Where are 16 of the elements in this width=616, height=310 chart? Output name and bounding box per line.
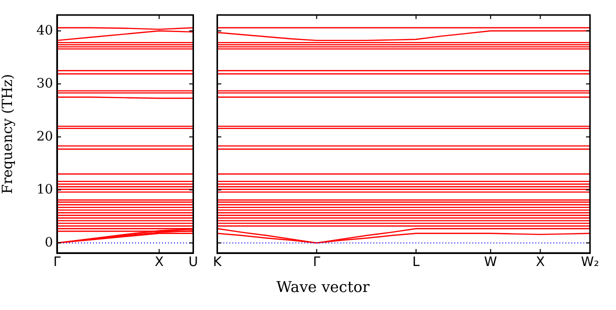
x-tick-label: Γ: [53, 255, 62, 270]
x-tick-label: X: [536, 255, 545, 270]
x-tick-label: Γ: [313, 255, 322, 270]
x-tick-label: K: [212, 255, 222, 270]
y-tick-label: 20: [36, 129, 53, 144]
x-tick-label: L: [412, 255, 420, 270]
y-tick-label: 10: [36, 182, 53, 198]
x-tick-label: W: [484, 255, 498, 270]
y-tick-label: 40: [36, 23, 53, 38]
y-axis-title: Frequency (THz): [0, 74, 16, 194]
y-tick-label: 0: [44, 235, 53, 250]
x-tick-label: X: [154, 255, 164, 270]
x-axis-title: Wave vector: [275, 278, 371, 296]
y-tick-label: 30: [36, 76, 53, 92]
x-tick-label: U: [188, 255, 198, 270]
x-tick-label: W₂: [580, 255, 600, 270]
